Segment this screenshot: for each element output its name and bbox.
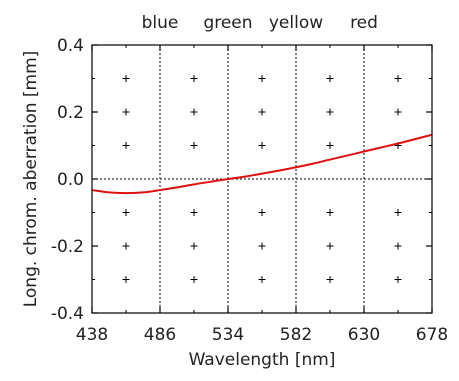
grid-plus-marker: [394, 276, 402, 283]
grid-plus-marker: [394, 108, 402, 116]
grid-plus-marker: [394, 242, 402, 250]
grid-plus-marker: [122, 276, 130, 283]
grid-plus-marker: [122, 108, 130, 116]
color-band-label-green: green: [203, 13, 252, 33]
grid-plus-marker: [122, 209, 130, 216]
y-tick-label: -0.2: [51, 237, 84, 257]
grid-plus-marker: [190, 209, 198, 216]
grid-plus-marker: [190, 242, 198, 250]
grid-plus-marker: [122, 142, 130, 149]
grid-plus-marker: [258, 242, 266, 250]
x-tick-label: 630: [348, 325, 380, 345]
y-tick-label: -0.4: [51, 304, 84, 324]
series-line: [91, 133, 433, 195]
color-band-label-yellow: yellow: [269, 13, 323, 33]
y-axis-label: Long. chrom. aberration [mm]: [21, 51, 41, 308]
grid: [92, 45, 432, 313]
grid-plus-marker: [326, 142, 334, 149]
y-tick-label: 0.4: [57, 36, 84, 56]
y-tick-label: 0.2: [57, 103, 84, 123]
grid-plus-marker: [190, 276, 198, 283]
color-band-label-red: red: [350, 13, 378, 33]
x-tick-labels: 438 486 534 582 630 678: [76, 325, 448, 345]
color-band-labels: blue green yellow red: [142, 13, 378, 33]
grid-plus-marker: [190, 142, 198, 149]
x-tick-label: 582: [280, 325, 312, 345]
x-axis-label: Wavelength [nm]: [189, 350, 336, 370]
grid-plus-marker: [326, 75, 334, 82]
x-tick-label: 534: [212, 325, 244, 345]
color-band-label-blue: blue: [142, 13, 179, 33]
grid-plus-marker: [326, 242, 334, 250]
grid-plus-marker: [122, 75, 130, 82]
grid-plus-marker: [258, 276, 266, 283]
grid-plus-marker: [258, 142, 266, 149]
series-layer: [91, 133, 433, 195]
ticks: [91, 44, 433, 314]
grid-plus-marker: [258, 75, 266, 82]
grid-plus-marker: [258, 209, 266, 216]
grid-plus-marker: [326, 276, 334, 283]
grid-plus-marker: [394, 209, 402, 216]
grid-plus-marker: [394, 75, 402, 82]
grid-plus-marker: [258, 108, 266, 116]
x-tick-label: 678: [416, 325, 448, 345]
y-tick-label: 0.0: [57, 170, 84, 190]
grid-plus-marker: [326, 108, 334, 116]
x-tick-label: 486: [144, 325, 176, 345]
y-tick-labels: 0.4 0.2 0.0 -0.2 -0.4: [51, 36, 84, 324]
grid-plus-marker: [122, 242, 130, 250]
grid-plus-marker: [326, 209, 334, 216]
x-tick-label: 438: [76, 325, 108, 345]
grid-plus-marker: [190, 108, 198, 116]
grid-plus-marker: [190, 75, 198, 82]
